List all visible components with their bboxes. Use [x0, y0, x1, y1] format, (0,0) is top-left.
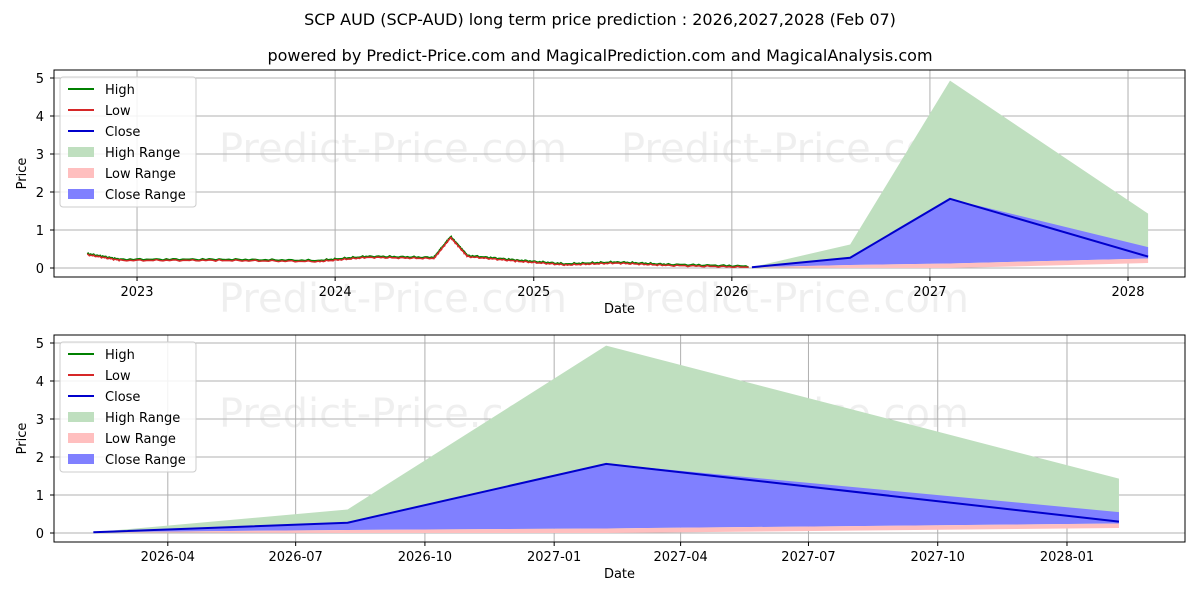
high-line: [86, 235, 749, 268]
x-tick-label: 2024: [319, 285, 352, 300]
legend-label: Close Range: [105, 188, 186, 203]
watermark: Predict-Price.com: [219, 276, 567, 322]
low-range-area: [93, 523, 1119, 533]
legend-label: Low Range: [105, 167, 176, 182]
x-axis-label: Date: [604, 302, 635, 317]
legend-swatch: [68, 433, 94, 443]
legend-label: High Range: [105, 411, 180, 426]
y-tick-label: 4: [36, 110, 44, 125]
legend-swatch: [68, 168, 94, 178]
chart-panel-2: Predict-Price.comPredict-Price.com012345…: [15, 334, 1186, 582]
legend-label: Low Range: [105, 432, 176, 447]
y-tick-label: 2: [36, 451, 44, 466]
watermark: Predict-Price.com: [621, 276, 969, 322]
low-range-area: [751, 258, 1149, 268]
x-tick-label: 2023: [120, 285, 153, 300]
chart-subtitle: powered by Predict-Price.com and Magical…: [267, 46, 933, 65]
plot-frame: [53, 69, 1186, 278]
y-tick-label: 1: [36, 224, 44, 239]
x-tick-label: 2027-04: [653, 550, 707, 565]
y-tick-label: 4: [36, 375, 44, 390]
close-line: [751, 197, 1149, 269]
y-tick-label: 0: [36, 262, 44, 277]
x-tick-label: 2027: [913, 285, 946, 300]
x-tick-label: 2027-01: [527, 550, 581, 565]
low-line: [87, 236, 749, 269]
x-tick-label: 2026-10: [398, 550, 452, 565]
legend-label: Close Range: [105, 453, 186, 468]
legend-label: Low: [105, 369, 131, 384]
legend: High Low Close High Range Low Range Close Ran…: [59, 76, 197, 208]
y-tick-label: 1: [36, 489, 44, 504]
plot-frame: [53, 334, 1186, 543]
y-tick-label: 3: [36, 148, 44, 163]
x-tick-label: 2028: [1111, 285, 1144, 300]
legend-label: Low: [105, 104, 131, 119]
x-tick-label: 2026-04: [141, 550, 195, 565]
legend-label: High: [105, 83, 135, 98]
chart-panel-1: Predict-Price.com Predict-Price.com Predic…: [15, 69, 1186, 322]
high-range-area: [751, 80, 1149, 268]
x-tick-label: 2028-01: [1040, 550, 1094, 565]
close-line: [93, 462, 1120, 534]
legend-label: Close: [105, 125, 140, 140]
legend-label: High Range: [105, 146, 180, 161]
chart-title: SCP AUD (SCP-AUD) long term price predic…: [304, 10, 896, 29]
x-tick-label: 2025: [517, 285, 550, 300]
close-range-area: [93, 463, 1119, 533]
close-range-area: [751, 198, 1149, 268]
legend-label: High: [105, 348, 135, 363]
y-tick-label: 5: [36, 72, 44, 87]
y-tick-label: 2: [36, 186, 44, 201]
y-tick-label: 0: [36, 527, 44, 542]
y-axis-label: Price: [15, 423, 30, 455]
legend-label: Close: [105, 390, 140, 405]
legend-swatch: [68, 412, 94, 422]
legend-swatch: [68, 189, 94, 199]
y-tick-label: 5: [36, 337, 44, 352]
y-axis-label: Price: [15, 158, 30, 190]
high-range-area: [93, 345, 1119, 533]
legend: High Low Close High Range Low Range Close Ran…: [59, 341, 197, 473]
x-tick-label: 2027-10: [911, 550, 965, 565]
x-tick-label: 2026-07: [268, 550, 322, 565]
watermark: Predict-Price.com: [219, 126, 567, 172]
y-tick-label: 3: [36, 413, 44, 428]
x-axis-label: Date: [604, 567, 635, 582]
legend-swatch: [68, 147, 94, 157]
x-tick-label: 2026: [715, 285, 748, 300]
legend-swatch: [68, 454, 94, 464]
x-tick-label: 2027-07: [781, 550, 835, 565]
